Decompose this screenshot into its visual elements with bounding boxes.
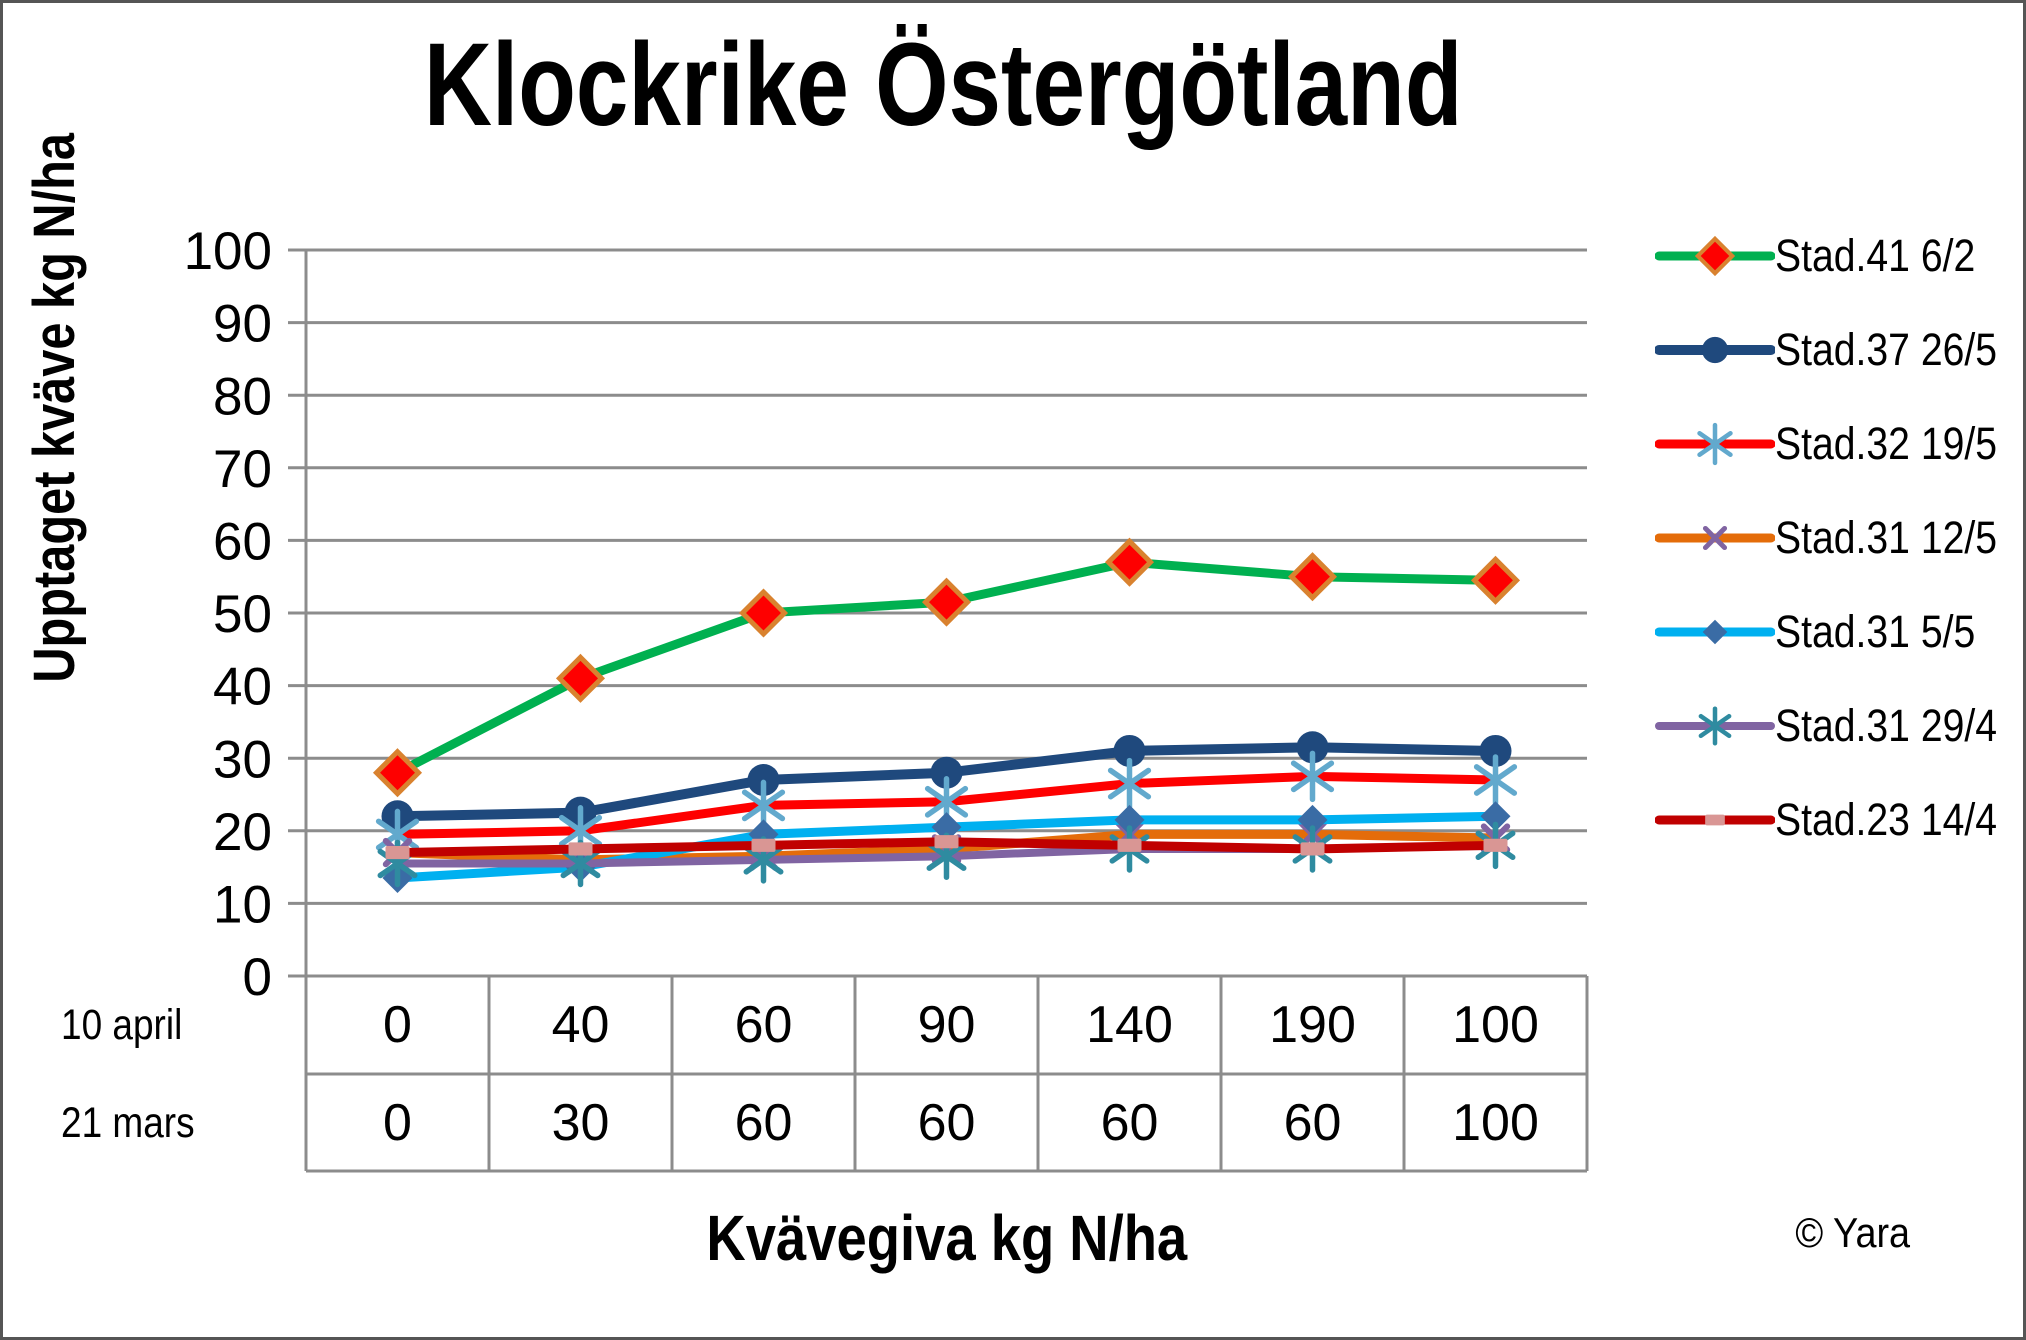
table-cell: 0 — [383, 1093, 412, 1152]
table-cell: 100 — [1452, 996, 1539, 1054]
svg-text:90: 90 — [213, 295, 272, 354]
table-cell: 30 — [551, 1093, 610, 1152]
table-cell: 60 — [1100, 1093, 1159, 1152]
legend-marker-stad31-5-5 — [1654, 600, 1776, 664]
legend-item: Stad.23 14/4 — [1654, 773, 2023, 867]
svg-text:100: 100 — [184, 222, 272, 281]
x-axis-title-text: Kvävegiva kg N/ha — [706, 1202, 1187, 1274]
legend-marker-stad32 — [1654, 412, 1776, 476]
table-cell: 60 — [734, 996, 793, 1054]
legend-item: Stad.41 6/2 — [1654, 209, 2023, 303]
legend-label: Stad.41 6/2 — [1775, 230, 1976, 281]
svg-text:20: 20 — [213, 803, 272, 862]
svg-text:30: 30 — [213, 730, 272, 789]
x-axis-data-table: 0 40 60 90 140 190 100 0 30 60 60 60 60 … — [306, 976, 1587, 1171]
table-cell: 90 — [917, 996, 976, 1054]
legend-item: Stad.31 12/5 — [1654, 491, 2023, 585]
table-cell: 0 — [383, 996, 412, 1054]
svg-text:60: 60 — [213, 512, 272, 571]
legend-marker-stad37 — [1654, 318, 1776, 382]
legend-label: Stad.37 26/5 — [1775, 324, 1998, 375]
svg-text:10: 10 — [213, 875, 272, 934]
svg-text:0: 0 — [243, 948, 272, 1007]
legend-label: Stad.32 19/5 — [1775, 418, 1998, 469]
svg-text:80: 80 — [213, 367, 272, 426]
legend-marker-stad41 — [1654, 224, 1776, 288]
plot-area: 0 10 20 30 40 50 60 70 80 90 100 — [184, 222, 1589, 1173]
legend-item: Stad.31 29/4 — [1655, 679, 2023, 773]
legend-label: Stad.31 5/5 — [1775, 606, 1976, 657]
legend-item: Stad.31 5/5 — [1654, 585, 2023, 679]
legend: Stad.41 6/2 Stad.37 26/5 Stad.32 19/5 St… — [1654, 209, 2023, 867]
svg-text:70: 70 — [213, 440, 272, 499]
table-cell: 40 — [551, 996, 610, 1054]
legend-marker-stad23 — [1654, 788, 1776, 852]
legend-label: Stad.31 29/4 — [1775, 700, 1998, 751]
legend-item: Stad.37 26/5 — [1654, 303, 2023, 397]
table-cell: 140 — [1086, 996, 1173, 1054]
x-axis-title: Kvävegiva kg N/ha — [306, 1201, 1587, 1275]
copyright-watermark: © Yara — [1795, 1209, 1911, 1256]
table-row-label-2: 21 mars — [61, 1098, 195, 1147]
legend-marker-stad31-12-5 — [1654, 506, 1776, 570]
table-cell: 100 — [1452, 1093, 1539, 1152]
chart-title: Klockrike Östergötland — [3, 17, 1883, 153]
legend-label: Stad.23 14/4 — [1775, 794, 1998, 845]
chart-title-text: Klockrike Östergötland — [423, 19, 1463, 151]
table-cell: 60 — [734, 1093, 793, 1152]
svg-text:40: 40 — [213, 658, 272, 717]
legend-item: Stad.32 19/5 — [1654, 397, 2023, 491]
legend-label: Stad.31 12/5 — [1775, 512, 1998, 563]
table-cell: 60 — [1283, 1093, 1342, 1152]
table-cell: 60 — [917, 1093, 976, 1152]
table-cell: 190 — [1269, 996, 1356, 1054]
table-row-label-1: 10 april — [61, 1000, 183, 1049]
legend-marker-stad31-29-4 — [1655, 694, 1775, 758]
svg-text:50: 50 — [213, 585, 272, 644]
